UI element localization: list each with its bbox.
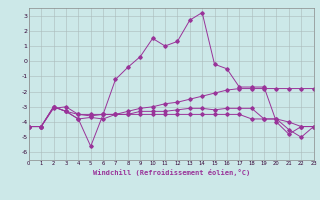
X-axis label: Windchill (Refroidissement éolien,°C): Windchill (Refroidissement éolien,°C)	[92, 169, 250, 176]
